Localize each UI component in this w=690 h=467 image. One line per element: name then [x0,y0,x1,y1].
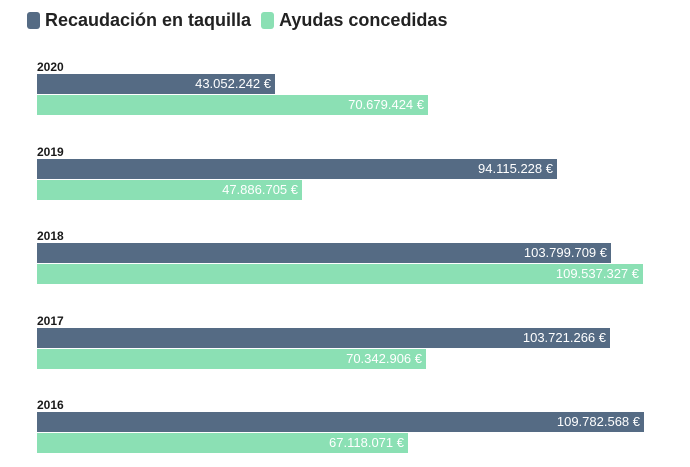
bar-ayudas-2018[interactable]: 109.537.327 € [37,264,643,284]
legend-label-recaudacion: Recaudación en taquilla [45,10,252,30]
bar-recaudacion-2019[interactable]: 94.115.228 € [37,158,557,179]
legend-label-ayudas: Ayudas concedidas [279,10,448,30]
bar-ayudas-2019[interactable]: 47.886.705 € [37,179,302,200]
bar-value-label: 103.799.709 € [523,245,607,260]
legend: Recaudación en taquilla Ayudas concedida… [27,10,457,31]
bar-value-label: 94.115.228 € [478,160,553,176]
bar-value-label: 109.782.568 € [556,414,640,429]
year-label-2020: 2020 [37,60,64,74]
bar-recaudacion-2017[interactable]: 103.721.266 € [37,327,610,348]
bar-value-label: 109.537.327 € [555,266,639,281]
year-label-2016: 2016 [37,398,64,412]
bar-recaudacion-2018[interactable]: 103.799.709 € [37,243,611,263]
legend-item-ayudas[interactable]: Ayudas concedidas [261,10,447,31]
bar-recaudacion-2016[interactable]: 109.782.568 € [37,412,644,432]
year-label-2019: 2019 [37,144,64,159]
year-label-2018: 2018 [37,229,64,243]
bar-recaudacion-2020[interactable]: 43.052.242 € [37,74,275,94]
bar-ayudas-2020[interactable]: 70.679.424 € [37,95,428,115]
bar-value-label: 43.052.242 € [195,76,271,91]
bar-ayudas-2016[interactable]: 67.118.071 € [37,433,408,453]
bar-value-label: 70.679.424 € [348,97,424,112]
bar-value-label: 67.118.071 € [329,435,404,450]
legend-swatch-ayudas [261,12,275,29]
bar-ayudas-2017[interactable]: 70.342.906 € [37,348,426,369]
legend-item-recaudacion[interactable]: Recaudación en taquilla [27,10,251,31]
bar-value-label: 103.721.266 € [522,329,606,345]
bar-value-label: 47.886.705 € [222,181,298,197]
legend-swatch-recaudacion [27,12,40,29]
bar-value-label: 70.342.906 € [346,350,422,366]
year-label-2017: 2017 [37,313,64,328]
